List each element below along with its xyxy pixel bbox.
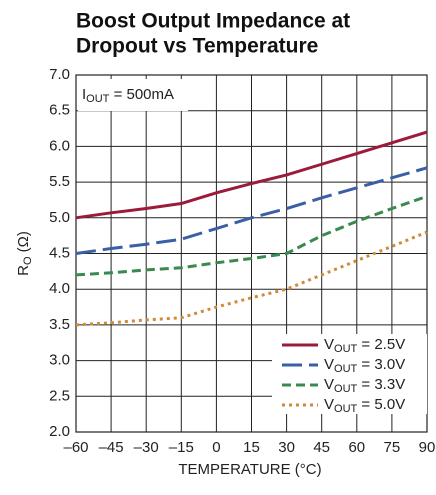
y-tick-label: 6.0 xyxy=(49,137,70,154)
x-tick-label: 15 xyxy=(243,439,260,456)
y-tick-label: 6.5 xyxy=(49,102,70,119)
annotation: IOUT = 500mA xyxy=(82,86,174,105)
legend-bg xyxy=(272,334,427,414)
y-tick-label: 5.5 xyxy=(49,173,70,190)
x-tick-label: 0 xyxy=(212,439,220,456)
annotation-bg xyxy=(78,79,188,111)
legend-label: VOUT = 3.0V xyxy=(324,356,405,375)
legend-label: VOUT = 3.3V xyxy=(324,376,405,395)
y-tick-label: 2.0 xyxy=(49,423,70,440)
y-axis-label: RO (Ω) xyxy=(15,231,34,276)
x-tick-label: –30 xyxy=(134,439,159,456)
chart-title: Dropout vs Temperature xyxy=(76,35,318,58)
series-line xyxy=(75,230,428,327)
y-tick-label: 3.5 xyxy=(49,316,70,333)
chart-title: Boost Output Impedance at xyxy=(76,10,350,33)
x-tick-label: 75 xyxy=(384,439,401,456)
legend-label: VOUT = 5.0V xyxy=(324,396,405,415)
legend-label: VOUT = 2.5V xyxy=(324,336,405,355)
x-tick-label: 90 xyxy=(419,439,436,456)
y-tick-label: 2.5 xyxy=(49,387,70,404)
x-tick-label: 60 xyxy=(348,439,365,456)
series-line xyxy=(75,130,428,220)
y-tick-label: 4.5 xyxy=(49,244,70,261)
x-tick-label: –60 xyxy=(63,439,88,456)
series-line xyxy=(75,194,428,277)
x-tick-label: –15 xyxy=(169,439,194,456)
x-tick-label: 30 xyxy=(278,439,295,456)
y-tick-label: 5.0 xyxy=(49,209,70,226)
y-tick-label: 7.0 xyxy=(49,66,70,83)
y-tick-label: 3.0 xyxy=(49,352,70,369)
x-axis-label: TEMPERATURE (°C) xyxy=(178,461,321,478)
y-tick-label: 4.0 xyxy=(49,280,70,297)
x-tick-label: –45 xyxy=(99,439,124,456)
series-line xyxy=(75,166,428,255)
x-tick-label: 45 xyxy=(313,439,330,456)
